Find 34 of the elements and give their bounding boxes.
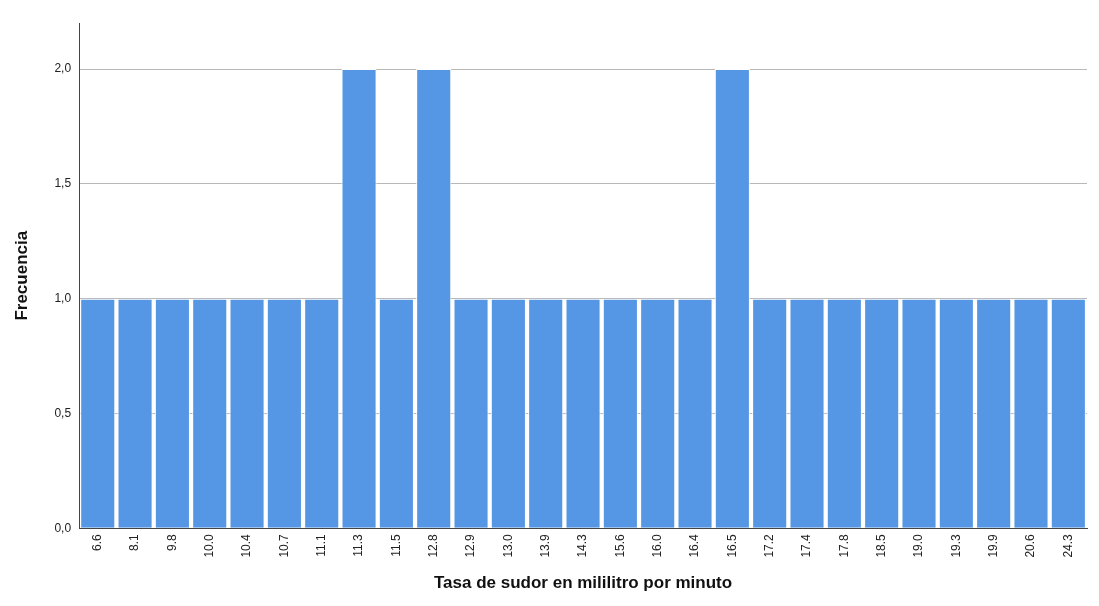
- x-tick-label: 17.8: [836, 533, 851, 558]
- x-tick-label: 12.8: [426, 533, 441, 558]
- x-tick-label: 19.3: [948, 533, 963, 558]
- x-tick-label: 20.6: [1023, 533, 1038, 558]
- x-tick-label: 15.6: [612, 533, 627, 558]
- x-tick-label: 14.3: [575, 533, 590, 558]
- y-tick-label: 0,0: [54, 520, 72, 535]
- x-tick-label: 13.9: [538, 533, 553, 558]
- x-tick-label: 16.0: [650, 533, 665, 558]
- x-tick-label: 9.8: [164, 533, 179, 551]
- x-tick-label: 10.7: [276, 533, 291, 558]
- x-tick-label: 19.9: [985, 533, 1000, 558]
- y-tick-label: 0,5: [54, 405, 72, 420]
- x-tick-label: 13.0: [500, 533, 515, 558]
- x-tick-label: 10.0: [202, 533, 217, 558]
- y-tick-label: 2,0: [54, 61, 72, 76]
- x-tick-label: 19.0: [911, 533, 926, 558]
- x-tick-label: 17.4: [799, 533, 814, 558]
- y-tick-label: 1,5: [54, 176, 72, 191]
- y-tick-label: 1,0: [54, 290, 72, 305]
- x-tick-label: 11.5: [388, 533, 403, 557]
- x-tick-label: 11.3: [351, 533, 366, 557]
- x-tick-label: 8.1: [127, 533, 142, 551]
- x-tick-label: 10.4: [239, 533, 254, 558]
- x-tick-label: 6.6: [90, 533, 105, 551]
- y-axis-title: Frecuencia: [11, 230, 31, 321]
- x-tick-label: 16.4: [687, 533, 702, 558]
- x-tick-label: 11.1: [314, 533, 329, 557]
- x-axis-title: Tasa de sudor en mililitro por minuto: [433, 573, 733, 593]
- x-tick-label: 16.5: [724, 533, 739, 558]
- x-tick-label: 12.9: [463, 533, 478, 558]
- x-tick-label: 17.2: [762, 533, 776, 558]
- x-tick-label: 18.5: [874, 533, 888, 558]
- x-tick-label: 24.3: [1060, 533, 1075, 558]
